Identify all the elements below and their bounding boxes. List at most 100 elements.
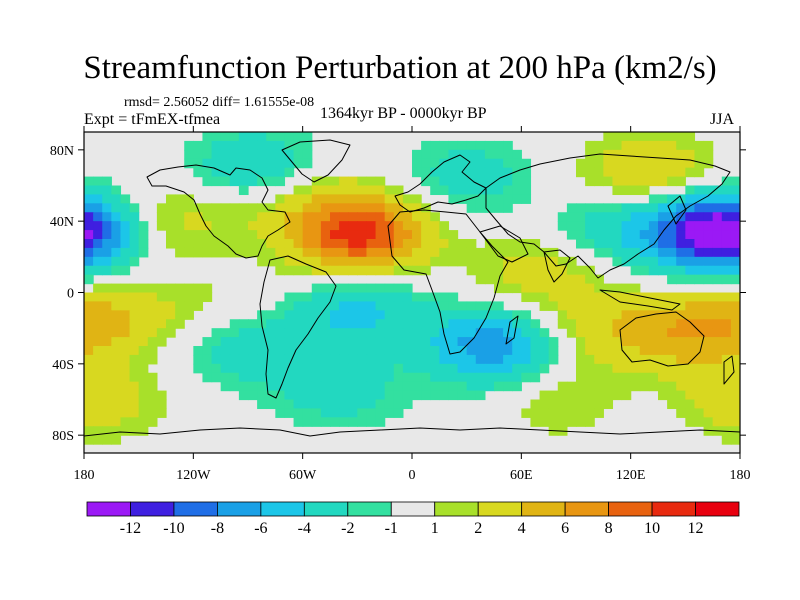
- field-cell: [320, 354, 331, 365]
- field-cell: [548, 346, 559, 356]
- field-cell: [639, 301, 650, 311]
- field-cell: [448, 319, 459, 329]
- field-cell: [129, 390, 140, 401]
- field-cell: [302, 328, 313, 338]
- field-cell: [648, 230, 659, 240]
- field-cell: [521, 167, 532, 178]
- field-cell: [156, 301, 167, 311]
- field-cell: [576, 390, 586, 401]
- field-cell: [475, 337, 486, 347]
- field-cell: [211, 247, 222, 258]
- field-cell: [129, 426, 140, 436]
- field-cell: [284, 149, 295, 160]
- field-cell: [639, 381, 650, 392]
- field-cell: [466, 337, 477, 347]
- field-cell: [84, 203, 94, 213]
- field-cell: [147, 301, 158, 311]
- field-cell: [730, 265, 740, 276]
- field-cell: [566, 408, 577, 418]
- field-cell: [658, 212, 668, 222]
- field-cell: [648, 363, 659, 374]
- field-cell: [712, 274, 723, 285]
- field-cell: [293, 346, 304, 356]
- field-cell: [93, 381, 103, 392]
- field-cell: [184, 239, 194, 249]
- field-cell: [421, 319, 431, 329]
- field-cell: [494, 158, 504, 169]
- field-cell: [257, 372, 267, 383]
- field-cell: [166, 239, 176, 249]
- field-cell: [320, 381, 331, 392]
- field-cell: [102, 230, 112, 240]
- field-cell: [730, 310, 740, 320]
- field-cell: [639, 319, 650, 329]
- field-cell: [639, 354, 650, 365]
- field-cell: [147, 346, 158, 356]
- field-cell: [375, 399, 386, 410]
- field-cell: [302, 354, 313, 365]
- field-cell: [512, 328, 522, 338]
- field-cell: [257, 328, 267, 338]
- field-cell: [84, 319, 94, 329]
- field-cell: [375, 212, 386, 222]
- field-cell: [311, 194, 322, 204]
- field-cell: [685, 399, 696, 410]
- field-cell: [284, 265, 295, 276]
- field-cell: [612, 167, 623, 178]
- field-cell: [639, 167, 650, 178]
- field-cell: [658, 239, 668, 249]
- field-cell: [494, 346, 504, 356]
- field-cell: [503, 140, 513, 151]
- field-cell: [658, 256, 668, 267]
- field-cell: [229, 140, 240, 151]
- field-cell: [721, 292, 732, 303]
- field-cell: [548, 274, 559, 285]
- field-cell: [330, 256, 340, 267]
- field-cell: [466, 319, 477, 329]
- field-cell: [156, 337, 167, 347]
- field-cell: [266, 310, 276, 320]
- field-cell: [402, 354, 413, 365]
- field-cell: [138, 221, 149, 231]
- field-cell: [93, 435, 103, 445]
- field-cell: [93, 176, 103, 187]
- field-cell: [475, 310, 486, 320]
- field-cell: [320, 230, 331, 240]
- field-cell: [694, 417, 705, 427]
- field-cell: [448, 239, 459, 249]
- field-cell: [93, 194, 103, 204]
- field-cell: [621, 283, 632, 294]
- field-cell: [494, 381, 504, 392]
- field-cell: [366, 310, 377, 320]
- field-cell: [175, 301, 185, 311]
- field-cell: [421, 230, 431, 240]
- field-cell: [466, 140, 477, 151]
- field-cell: [530, 363, 541, 374]
- field-cell: [147, 408, 158, 418]
- field-cell: [238, 354, 249, 365]
- field-cell: [402, 247, 413, 258]
- field-cell: [421, 346, 431, 356]
- field-cell: [266, 256, 276, 267]
- field-cell: [229, 363, 240, 374]
- field-cell: [448, 301, 459, 311]
- field-cell: [339, 399, 349, 410]
- field-cell: [202, 149, 213, 160]
- field-cell: [576, 239, 586, 249]
- field-cell: [138, 346, 149, 356]
- field-cell: [229, 239, 240, 249]
- field-cell: [266, 176, 276, 187]
- field-cell: [667, 274, 677, 285]
- field-cell: [84, 194, 94, 204]
- field-cell: [494, 167, 504, 178]
- field-cell: [293, 310, 304, 320]
- field-cell: [366, 417, 377, 427]
- field-cell: [494, 194, 504, 204]
- field-cell: [248, 354, 258, 365]
- field-cell: [129, 203, 140, 213]
- field-cell: [503, 265, 513, 276]
- field-cell: [384, 247, 395, 258]
- field-cell: [102, 354, 112, 365]
- field-cell: [257, 337, 267, 347]
- field-cell: [375, 176, 386, 187]
